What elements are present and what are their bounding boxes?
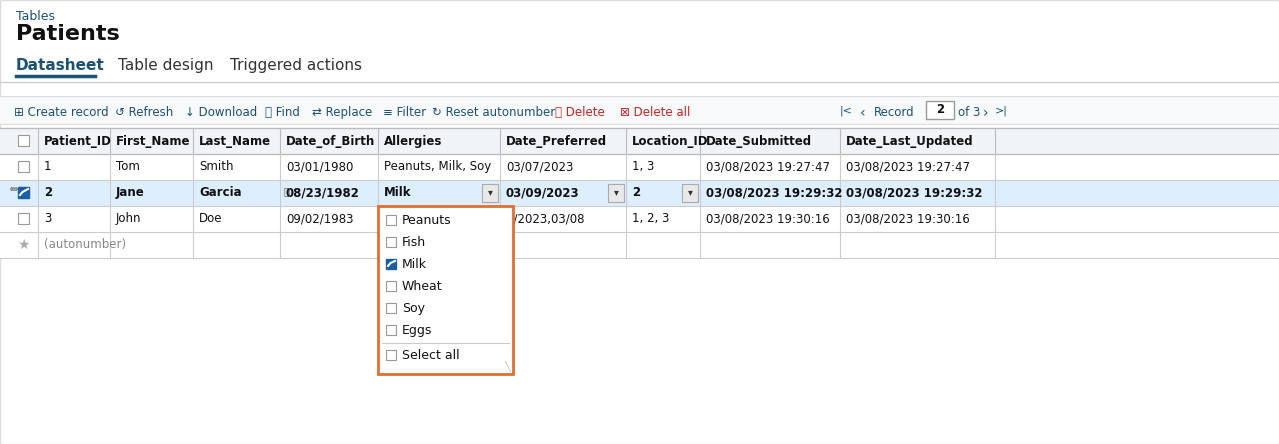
Text: Garcia: Garcia (200, 186, 242, 199)
Text: ▾: ▾ (688, 187, 692, 197)
Bar (18, 161, 29, 172)
Bar (386, 350, 396, 360)
Text: ≡ Filter: ≡ Filter (382, 106, 426, 119)
Text: ▾: ▾ (614, 187, 619, 197)
Text: Record: Record (874, 106, 914, 119)
Text: 09/02/1983: 09/02/1983 (286, 212, 353, 225)
Text: (autonumber): (autonumber) (43, 238, 127, 251)
Text: First_Name: First_Name (116, 135, 191, 148)
Text: ‹: ‹ (859, 106, 866, 120)
Text: Soy: Soy (402, 302, 425, 315)
Bar (18, 187, 29, 198)
Text: Date_Preferred: Date_Preferred (506, 135, 608, 148)
Bar (0, 180, 1279, 206)
Text: 📅: 📅 (284, 186, 290, 196)
Text: Table design: Table design (118, 58, 214, 73)
Bar (682, 184, 698, 202)
Text: Allergies: Allergies (384, 135, 443, 148)
Text: ⊠ Delete all: ⊠ Delete all (620, 106, 691, 119)
Text: Date_Submitted: Date_Submitted (706, 135, 812, 148)
Text: 03/08/2023 19:27:47: 03/08/2023 19:27:47 (845, 160, 969, 173)
Text: |<: |< (840, 106, 853, 116)
Bar (0, 206, 1279, 232)
Bar (386, 259, 396, 269)
Bar (379, 206, 513, 374)
Text: Date_Last_Updated: Date_Last_Updated (845, 135, 973, 148)
Text: 03/08/2023 19:30:16: 03/08/2023 19:30:16 (845, 212, 969, 225)
Bar (0, 232, 1279, 258)
Text: 03/08/2023 19:30:16: 03/08/2023 19:30:16 (706, 212, 830, 225)
Text: 03/08/2023 19:29:32: 03/08/2023 19:29:32 (706, 186, 843, 199)
Text: Tables: Tables (17, 10, 55, 23)
Text: 03/08/2023 19:27:47: 03/08/2023 19:27:47 (706, 160, 830, 173)
Text: ⇄ Replace: ⇄ Replace (312, 106, 372, 119)
Bar (18, 213, 29, 224)
Text: 08/23/1982: 08/23/1982 (286, 186, 359, 199)
Text: ↓ Download: ↓ Download (185, 106, 257, 119)
Text: 7/2023,03/08: 7/2023,03/08 (506, 212, 585, 225)
Text: 2: 2 (936, 103, 944, 116)
Text: 1: 1 (43, 160, 51, 173)
Text: Select all: Select all (402, 349, 459, 362)
Bar (0, 96, 1279, 124)
Text: 🔍 Find: 🔍 Find (265, 106, 299, 119)
Text: ★: ★ (17, 238, 29, 252)
Text: of 3: of 3 (958, 106, 981, 119)
Text: Peanuts, Milk, Soy: Peanuts, Milk, Soy (384, 160, 491, 173)
Text: Fish: Fish (402, 236, 426, 249)
Text: ▾: ▾ (487, 187, 492, 197)
Bar (18, 135, 29, 146)
Bar (0, 154, 1279, 180)
Bar (608, 184, 624, 202)
Text: Milk: Milk (384, 186, 412, 199)
Bar (386, 325, 396, 335)
Text: 1, 2, 3: 1, 2, 3 (632, 212, 669, 225)
Text: Jane: Jane (116, 186, 145, 199)
Bar (482, 184, 498, 202)
Text: 03/07/2023: 03/07/2023 (506, 160, 573, 173)
Text: 03/09/2023: 03/09/2023 (506, 186, 579, 199)
Text: ↻ Reset autonumber: ↻ Reset autonumber (432, 106, 555, 119)
Text: 1, 3: 1, 3 (632, 160, 655, 173)
Bar (386, 281, 396, 291)
Bar (386, 237, 396, 247)
Text: Doe: Doe (200, 212, 223, 225)
Text: Eggs: Eggs (402, 324, 432, 337)
Text: Date_of_Birth: Date_of_Birth (286, 135, 375, 148)
Text: Smith: Smith (200, 160, 234, 173)
Text: Wheat: Wheat (402, 280, 443, 293)
Text: Patients: Patients (17, 24, 120, 44)
Bar (926, 101, 954, 119)
Text: Last_Name: Last_Name (200, 135, 271, 148)
Text: Datasheet: Datasheet (17, 58, 105, 73)
Text: ↺ Refresh: ↺ Refresh (115, 106, 173, 119)
Text: ⊞ Create record: ⊞ Create record (14, 106, 109, 119)
Text: Location_ID: Location_ID (632, 135, 709, 148)
Text: Patient_ID: Patient_ID (43, 135, 111, 148)
Text: ╲: ╲ (504, 361, 510, 372)
Text: Triggered actions: Triggered actions (230, 58, 362, 73)
Text: 2: 2 (632, 186, 640, 199)
Text: John: John (116, 212, 142, 225)
Bar (386, 303, 396, 313)
Bar (0, 128, 1279, 154)
Text: 03/08/2023 19:29:32: 03/08/2023 19:29:32 (845, 186, 982, 199)
Text: 03/01/1980: 03/01/1980 (286, 160, 353, 173)
Text: ✏: ✏ (10, 185, 19, 195)
Text: >|: >| (995, 106, 1008, 116)
Text: ›: › (984, 106, 989, 120)
Text: Peanuts: Peanuts (402, 214, 451, 227)
Text: Milk: Milk (402, 258, 427, 271)
Text: 2: 2 (43, 186, 52, 199)
Text: 3: 3 (43, 212, 51, 225)
Bar (386, 215, 396, 225)
Text: Tom: Tom (116, 160, 139, 173)
Text: 🗑 Delete: 🗑 Delete (555, 106, 605, 119)
